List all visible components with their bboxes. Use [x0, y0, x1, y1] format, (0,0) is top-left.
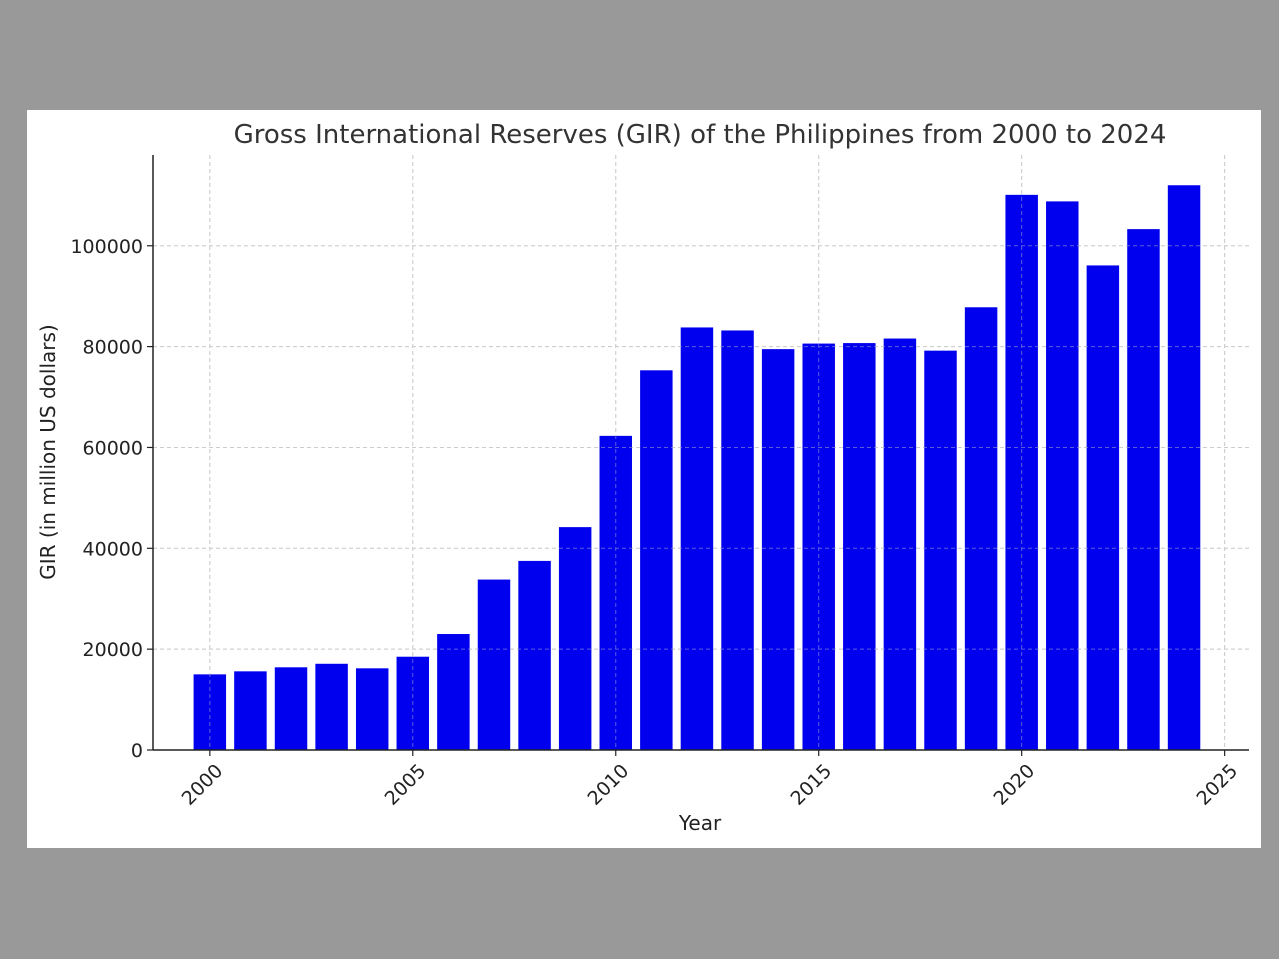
y-tick-label: 100000 — [70, 236, 143, 258]
bar-2006 — [437, 634, 470, 750]
bar-2022 — [1086, 265, 1120, 750]
bar-2024 — [1167, 185, 1201, 750]
gridlines-overlay — [153, 155, 1249, 750]
bar-2021 — [1046, 201, 1079, 750]
bar-2014 — [761, 349, 795, 750]
x-ticks: 2000 2005 2010 2015 2020 2025 — [178, 750, 1242, 810]
y-tick-label: 60000 — [83, 437, 143, 459]
bar-2008 — [518, 560, 551, 750]
x-tick-label: 2020 — [989, 760, 1039, 810]
x-tick-label: 2010 — [584, 760, 634, 810]
bar-2018 — [924, 350, 957, 750]
bar-2004 — [355, 668, 389, 750]
y-tick-label: 0 — [131, 740, 143, 762]
axes — [152, 155, 1249, 751]
y-tick-label: 80000 — [83, 337, 143, 359]
bar-2017 — [883, 338, 917, 750]
y-tick-label: 20000 — [83, 639, 143, 661]
bar-2012 — [680, 327, 714, 750]
chart-title: Gross International Reserves (GIR) of th… — [234, 120, 1167, 150]
bar-2005 — [396, 656, 430, 750]
x-tick-label: 2005 — [381, 760, 431, 810]
y-ticks: 0 20000 40000 60000 80000 100000 — [70, 236, 153, 762]
x-tick-label: 2015 — [787, 760, 837, 810]
bar-2007 — [477, 579, 511, 750]
bar-2023 — [1127, 229, 1160, 751]
bars — [193, 185, 1201, 751]
bar-2010 — [599, 435, 632, 750]
bar-2016 — [843, 343, 876, 750]
y-tick-label: 40000 — [83, 538, 143, 560]
bar-2011 — [640, 370, 673, 750]
bar-2003 — [315, 663, 348, 750]
bar-2013 — [721, 330, 754, 750]
bar-2019 — [964, 307, 998, 750]
x-axis-label: Year — [678, 811, 722, 835]
bar-2015 — [802, 343, 835, 750]
bar-2020 — [1005, 194, 1038, 751]
bar-2000 — [193, 674, 227, 750]
bar-2009 — [558, 527, 592, 750]
x-tick-label: 2025 — [1192, 760, 1242, 810]
y-axis-label: GIR (in million US dollars) — [36, 324, 60, 579]
bar-2002 — [274, 667, 308, 750]
x-tick-label: 2000 — [178, 760, 228, 810]
bar-2001 — [234, 671, 267, 750]
